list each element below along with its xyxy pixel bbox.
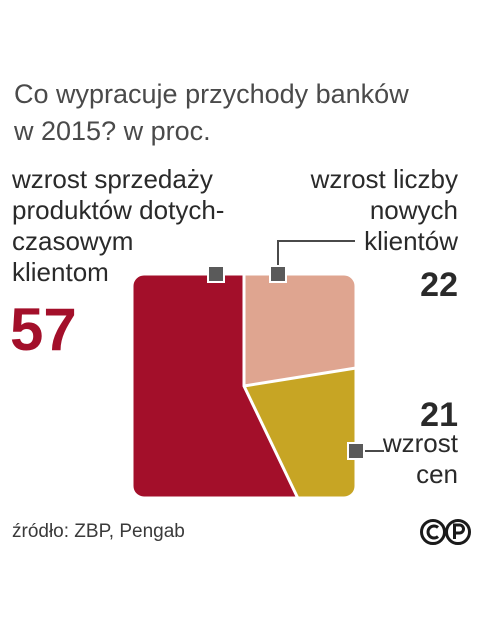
slice-label-new-clients: wzrost liczby nowych klientów — [311, 164, 458, 257]
pie-slices — [132, 274, 356, 498]
chart-border — [130, 272, 358, 500]
slice-label-prices: wzrost cen — [383, 428, 458, 490]
slice-value-new-clients: 22 — [420, 266, 458, 304]
slice-value-sales: 57 — [10, 296, 77, 363]
chart-title: Co wypracuje przychody banków w 2015? w … — [14, 76, 454, 150]
slice-label-sales-line-3: czasowym — [12, 226, 134, 256]
slice-label-new-clients-line-3: klientów — [364, 226, 458, 256]
pie-slice-prices — [244, 367, 356, 498]
marker-sales — [207, 265, 225, 283]
slice-label-prices-line-1: wzrost — [382, 428, 458, 458]
chart-title-line-1: Co wypracuje przychody banków — [14, 79, 409, 109]
pie-slice-sales — [132, 274, 298, 498]
marker-prices — [347, 442, 365, 460]
slice-label-sales-line-1: wzrost sprzedaży — [12, 164, 213, 194]
slice-value-prices: 21 — [420, 396, 458, 434]
slice-label-prices-line-2: cen — [416, 459, 458, 489]
marker-new-clients — [269, 265, 287, 283]
source-note: źródło: ZBP, Pengab — [12, 521, 185, 542]
separator-line — [243, 366, 357, 388]
slice-label-new-clients-line-1: wzrost liczby — [310, 164, 458, 194]
slice-label-sales-line-4: klientom — [12, 257, 109, 287]
copyright-cc-icon — [420, 519, 471, 545]
pie-slice-new-clients — [244, 274, 356, 386]
slice-label-sales-line-2: produktów dotych- — [12, 195, 225, 225]
chart-title-line-2: w 2015? w proc. — [14, 116, 211, 146]
slice-label-new-clients-line-2: nowych — [369, 195, 458, 225]
leader-line-new-clients — [277, 240, 355, 274]
slice-label-sales: wzrost sprzedaży produktów dotych- czaso… — [12, 164, 224, 288]
